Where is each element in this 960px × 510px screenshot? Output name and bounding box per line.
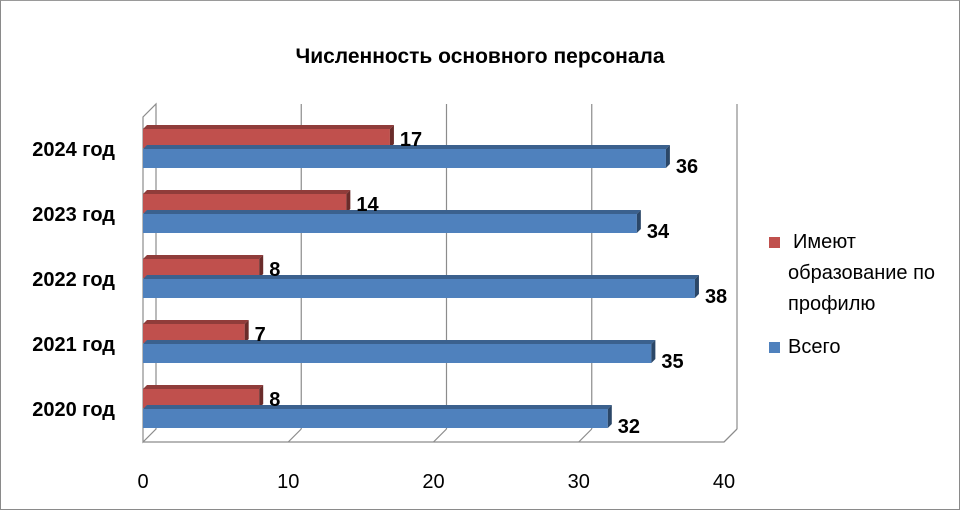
bar-top (143, 320, 249, 324)
bar-side (651, 340, 656, 363)
bar-front (143, 129, 390, 148)
data-label: 8 (269, 389, 280, 411)
data-label: 8 (269, 259, 280, 281)
data-label: 32 (618, 416, 640, 438)
bar-red-4 (143, 125, 394, 148)
category-label: 2020 год (32, 399, 115, 421)
bar-front (143, 194, 347, 213)
bar-red-0 (143, 385, 264, 408)
bar-front (143, 279, 695, 298)
category-label: 2022 год (32, 269, 115, 291)
bar-blue-2 (143, 275, 699, 298)
bar-red-3 (143, 190, 351, 213)
bar-red-1 (143, 320, 249, 343)
bar-top (143, 190, 351, 194)
bar-blue-3 (143, 210, 641, 233)
bar-front (143, 409, 608, 428)
bar-side (259, 385, 264, 408)
bar-side (346, 190, 351, 213)
bar-side (636, 210, 641, 233)
category-label: 2021 год (32, 334, 115, 356)
legend: Имеют образование по профилю Всего (769, 231, 935, 358)
category-label: 2024 год (32, 139, 115, 161)
bar-side (389, 125, 394, 148)
bar-blue-4 (143, 145, 670, 168)
bar-top (143, 145, 670, 149)
bar-red-2 (143, 255, 264, 278)
bar-front (143, 259, 260, 278)
bar-front (143, 324, 245, 343)
bar-side (665, 145, 670, 168)
legend-item: Имеют образование по профилю (769, 231, 935, 315)
bar-side (259, 255, 264, 278)
gridline-floor (433, 428, 447, 443)
bar-top (143, 210, 641, 214)
x-tick-label: 30 (568, 471, 590, 493)
legend-item: Всего (769, 336, 840, 358)
x-tick-label: 0 (137, 471, 148, 493)
gridline-floor (578, 428, 593, 443)
bar-blue-0 (143, 405, 612, 428)
bar-front (143, 344, 652, 363)
legend-label: Имеют (793, 231, 856, 253)
x-tick-label: 10 (277, 471, 299, 493)
data-label: 36 (676, 156, 698, 178)
data-label: 38 (705, 286, 727, 308)
bar-top (143, 275, 699, 279)
category-labels: 2020 год 2021 год 2022 год 2023 год 2024 год (32, 139, 115, 421)
bar-front (143, 149, 666, 168)
data-label: 35 (661, 351, 683, 373)
bar-side (607, 405, 612, 428)
bar-side (694, 275, 699, 298)
bar-front (143, 214, 637, 233)
bar-top (143, 255, 264, 259)
bar-front (143, 389, 260, 408)
data-labels: 8 32 7 35 8 38 14 34 17 36 (255, 129, 728, 438)
chart-title: Численность основного персонала (295, 45, 664, 68)
bar-blue-1 (143, 340, 656, 363)
x-tick-labels: 0 10 20 30 40 (137, 471, 735, 493)
bar-top (143, 340, 656, 344)
data-label: 7 (255, 324, 266, 346)
data-label: 34 (647, 221, 670, 243)
x-tick-label: 40 (713, 471, 735, 493)
data-label: 17 (400, 129, 422, 151)
gridline-floor (723, 428, 738, 443)
data-label: 14 (356, 194, 379, 216)
gridline-floor (287, 428, 302, 443)
legend-label: профилю (788, 293, 875, 315)
bar-side (244, 320, 249, 343)
x-tick-label: 20 (422, 471, 444, 493)
bars (143, 125, 699, 428)
category-label: 2023 год (32, 204, 115, 226)
bar-top (143, 385, 264, 389)
legend-swatch (769, 237, 780, 248)
bar-top (143, 125, 394, 129)
legend-label: Всего (788, 336, 840, 358)
legend-swatch (769, 342, 780, 353)
bar-top (143, 405, 612, 409)
legend-label: образование по (788, 262, 935, 284)
